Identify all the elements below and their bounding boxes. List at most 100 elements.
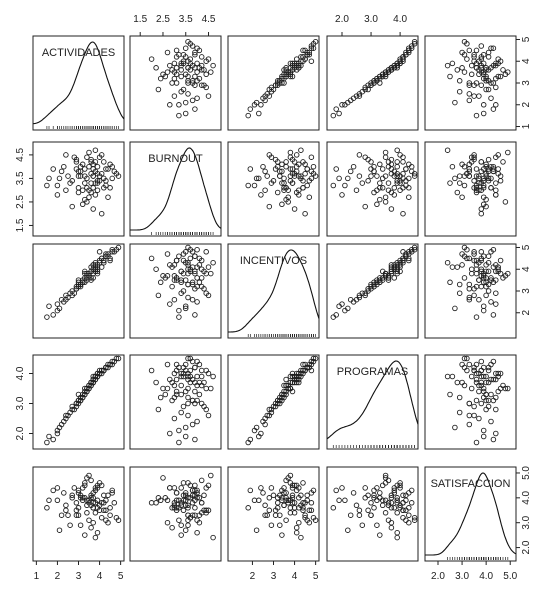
point [61, 490, 67, 496]
point [287, 149, 294, 156]
point [480, 307, 487, 314]
point [480, 385, 487, 392]
point [103, 178, 109, 184]
point [247, 166, 254, 172]
point [75, 173, 82, 179]
point [456, 281, 463, 288]
panel-actividades-burnout [129, 35, 222, 131]
tick-label: 2.5 [15, 195, 26, 209]
point [192, 312, 198, 318]
point [56, 305, 63, 312]
point [493, 180, 499, 186]
density-curve-burnout [130, 147, 222, 231]
point [115, 244, 122, 251]
point [63, 507, 69, 514]
point [493, 102, 499, 108]
point [178, 409, 184, 416]
point [400, 492, 406, 499]
point [189, 487, 196, 494]
point [394, 163, 400, 170]
point [63, 415, 69, 422]
point [196, 279, 203, 286]
point [293, 487, 300, 494]
point [300, 159, 306, 165]
point [478, 249, 485, 255]
point [185, 281, 191, 288]
point [302, 512, 308, 518]
point [485, 367, 492, 374]
point [65, 173, 71, 179]
point [480, 71, 487, 78]
point [283, 159, 289, 165]
point [382, 199, 389, 205]
point [180, 373, 187, 380]
point [480, 102, 487, 108]
point [362, 86, 368, 93]
point [473, 112, 480, 119]
point [153, 500, 159, 506]
point [155, 86, 162, 93]
point [262, 187, 268, 193]
point [176, 439, 182, 446]
panel-frame [129, 466, 222, 562]
tick-label: 2 [250, 571, 256, 582]
point [468, 71, 475, 78]
point [101, 367, 107, 374]
tick-label: 3.0 [15, 396, 26, 410]
point [464, 355, 470, 362]
point [82, 279, 88, 286]
point [171, 93, 178, 99]
point [456, 290, 463, 296]
point [178, 279, 184, 286]
point [466, 166, 473, 172]
point [385, 187, 392, 193]
point [169, 524, 175, 531]
point [488, 418, 494, 425]
point [304, 51, 310, 58]
point [260, 490, 266, 496]
point [478, 206, 485, 212]
point [345, 99, 351, 106]
point [394, 147, 400, 153]
point [459, 361, 465, 368]
point [345, 527, 351, 533]
point [493, 301, 499, 307]
point [92, 147, 99, 153]
point [50, 312, 56, 318]
point [466, 80, 473, 86]
point [468, 373, 475, 380]
point [178, 62, 184, 69]
point [251, 182, 258, 189]
point [289, 156, 296, 163]
point [330, 182, 337, 189]
point [385, 517, 392, 523]
point [339, 485, 345, 491]
point [356, 93, 363, 99]
point [379, 71, 386, 78]
point [279, 180, 285, 186]
point [77, 163, 84, 170]
point [411, 246, 418, 253]
point [69, 203, 75, 210]
point [178, 373, 184, 380]
point [493, 406, 499, 413]
panel-actividades-satisfaccion [424, 35, 517, 131]
point [394, 180, 400, 186]
point [391, 264, 398, 270]
point [268, 180, 275, 186]
point [287, 166, 294, 172]
point [205, 93, 212, 99]
point [277, 400, 283, 407]
point [155, 292, 162, 299]
point [46, 175, 52, 182]
point [287, 379, 294, 386]
point [180, 364, 187, 371]
point [478, 159, 485, 165]
point [44, 182, 50, 189]
point [473, 65, 480, 71]
panel-frame [32, 35, 125, 131]
point [268, 154, 275, 160]
point [192, 106, 198, 112]
point [377, 279, 383, 286]
density-curve-actividades [32, 41, 125, 125]
